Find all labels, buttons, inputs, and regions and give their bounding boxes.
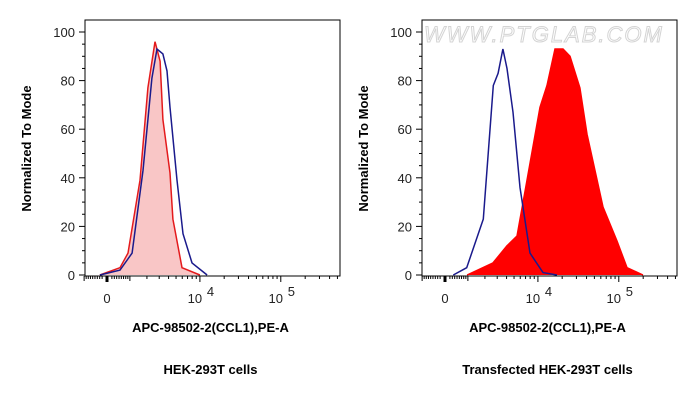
y-tick-label: 100 [53, 25, 75, 40]
x-tick-label: 10 [269, 291, 283, 306]
y-tick-label: 80 [61, 74, 75, 89]
panel-title: HEK-293T cells [164, 362, 258, 377]
x-tick-label: 10 [188, 291, 202, 306]
plot-frame [84, 19, 341, 277]
y-axis-label: Normalized To Mode [19, 85, 34, 211]
panel-title: Transfected HEK-293T cells [462, 362, 633, 377]
y-tick-label: 60 [398, 122, 412, 137]
y-tick-label: 20 [61, 219, 75, 234]
histogram-line-1 [466, 48, 644, 276]
x-tick-label: 0 [441, 291, 448, 306]
histogram-line-1 [99, 41, 201, 276]
y-axis-label: Normalized To Mode [356, 85, 371, 211]
plot-frame [421, 19, 678, 277]
x-tick-label: 10 [607, 291, 621, 306]
histogram-fill-1 [99, 41, 200, 276]
x-axis-label: APC-98502-2(CCL1),PE-A [132, 320, 289, 335]
y-tick-label: 100 [390, 25, 412, 40]
histogram-panel-1: 0 20 40 60 80 100 0 10 4 10 5 APC-98502-2(CCL1),PE-… [19, 19, 341, 377]
y-tick-label: 60 [61, 122, 75, 137]
x-tick-exponent: 5 [626, 284, 633, 299]
y-tick-label: 40 [61, 171, 75, 186]
x-axis-label: APC-98502-2(CCL1),PE-A [469, 320, 626, 335]
x-tick-exponent: 4 [207, 284, 214, 299]
y-tick-label: 0 [405, 268, 412, 283]
y-tick-label: 80 [398, 74, 412, 89]
histogram-fill-1 [467, 49, 643, 275]
histogram-line-2 [452, 48, 558, 276]
watermark: WWW.PTGLAB.COM [424, 22, 664, 47]
x-tick-label: 10 [526, 291, 540, 306]
y-tick-label: 0 [68, 268, 75, 283]
x-tick-exponent: 5 [288, 284, 295, 299]
y-tick-label: 40 [398, 171, 412, 186]
histogram-line-2 [99, 47, 208, 276]
histogram-panel-2: WWW.PTGLAB.COM 0 20 40 60 80 100 0 10 4 10 5 APC-985… [356, 19, 678, 377]
x-tick-label: 0 [103, 291, 110, 306]
x-tick-exponent: 4 [545, 284, 552, 299]
y-tick-label: 20 [398, 219, 412, 234]
